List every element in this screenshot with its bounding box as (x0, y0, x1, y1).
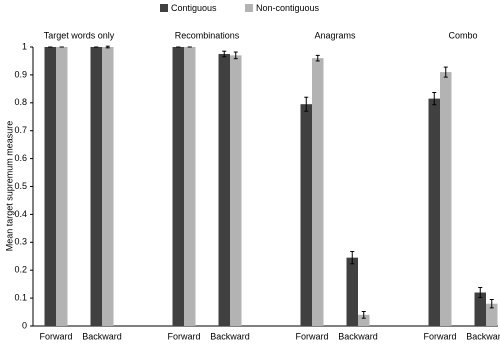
y-axis-title: Mean target supremum measure (4, 121, 14, 252)
error-bar (315, 54, 320, 62)
y-tick-label: 0.2 (14, 265, 27, 275)
y-tick-label: 0.8 (14, 97, 27, 107)
bar (44, 47, 56, 326)
y-tick-label: 0.1 (14, 292, 27, 302)
error-bar (222, 50, 227, 58)
error-bar (361, 310, 366, 319)
error-bar (350, 251, 355, 265)
y-tick-label: 0.6 (14, 153, 27, 163)
y-tick-label: 0.4 (14, 209, 27, 219)
legend-label: Non-contiguous (256, 3, 320, 13)
bar (230, 55, 242, 327)
y-tick-label: 1 (22, 41, 27, 51)
x-tick-label: Backward (338, 331, 378, 341)
group-title: Recombinations (175, 30, 240, 40)
error-bar (478, 286, 483, 299)
bar (486, 303, 498, 326)
y-tick-label: 0.5 (14, 181, 27, 191)
group-title: Anagrams (314, 30, 356, 40)
y-tick-label: 0 (22, 320, 27, 330)
x-tick-label: Backward (466, 331, 500, 341)
group-title: Combo (448, 30, 477, 40)
bar (346, 257, 358, 326)
x-tick-label: Backward (82, 331, 122, 341)
x-tick-label: Forward (423, 331, 456, 341)
error-bar (443, 66, 448, 78)
bar (218, 53, 230, 326)
error-bar (233, 51, 238, 60)
x-tick-label: Forward (39, 331, 72, 341)
bar (312, 58, 324, 326)
bar (172, 47, 184, 326)
x-tick-label: Backward (210, 331, 250, 341)
y-tick-label: 0.9 (14, 69, 27, 79)
bar (90, 47, 102, 326)
bar (440, 72, 452, 326)
x-tick-label: Forward (167, 331, 200, 341)
bar (56, 47, 68, 326)
error-bar (105, 45, 110, 49)
legend-label: Contiguous (171, 3, 217, 13)
bar (358, 314, 370, 326)
bar (102, 47, 114, 326)
bar (184, 47, 196, 326)
y-tick-label: 0.3 (14, 237, 27, 247)
group-title: Target words only (44, 30, 115, 40)
bar (300, 104, 312, 326)
legend-swatch (160, 4, 168, 12)
error-bar (432, 91, 437, 106)
bar (428, 98, 440, 327)
y-tick-label: 0.7 (14, 125, 27, 135)
legend-swatch (245, 4, 253, 12)
error-bar (489, 298, 494, 309)
x-tick-label: Forward (295, 331, 328, 341)
bar (474, 292, 486, 326)
error-bar (304, 96, 309, 112)
